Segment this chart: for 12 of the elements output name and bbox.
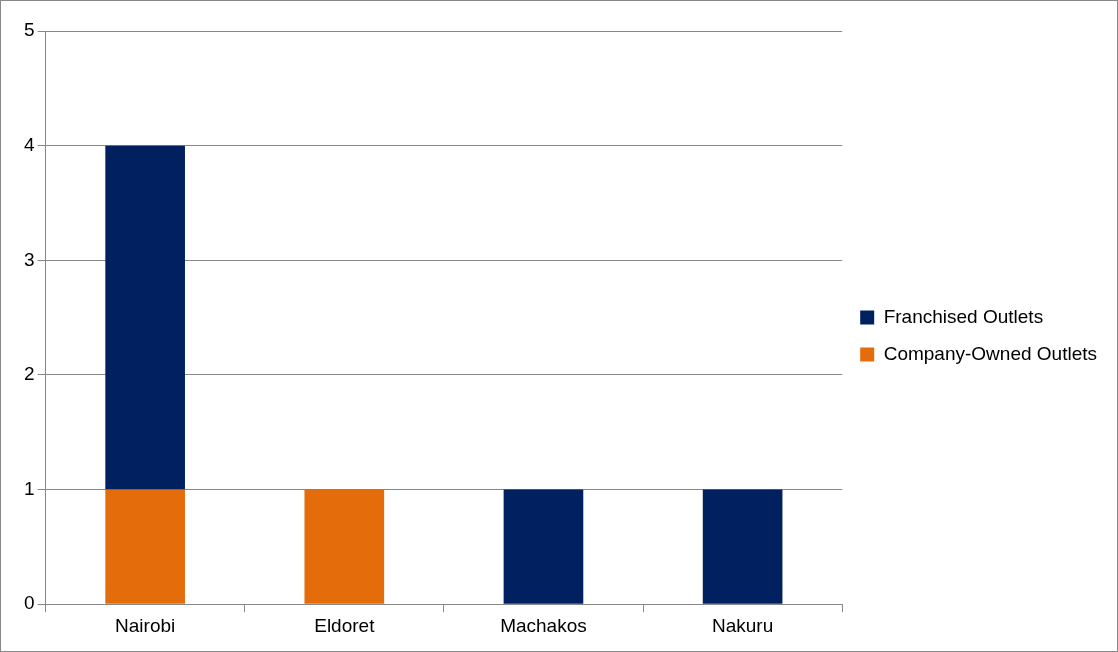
legend-label: Company-Owned Outlets xyxy=(883,342,1098,364)
y-tick-label: 4 xyxy=(23,133,35,155)
y-tick-label: 2 xyxy=(23,363,35,385)
x-tick-label: Nairobi xyxy=(115,614,176,636)
x-tick-label: Machakos xyxy=(500,614,587,636)
y-tick-label: 5 xyxy=(23,19,35,41)
y-tick-label: 0 xyxy=(23,592,35,614)
legend-label: Franchised Outlets xyxy=(883,305,1044,327)
y-tick-label: 1 xyxy=(23,477,35,499)
x-tick-label: Nakuru xyxy=(711,614,774,636)
x-tick-label: Eldoret xyxy=(314,614,376,636)
y-tick-label: 3 xyxy=(23,248,35,270)
